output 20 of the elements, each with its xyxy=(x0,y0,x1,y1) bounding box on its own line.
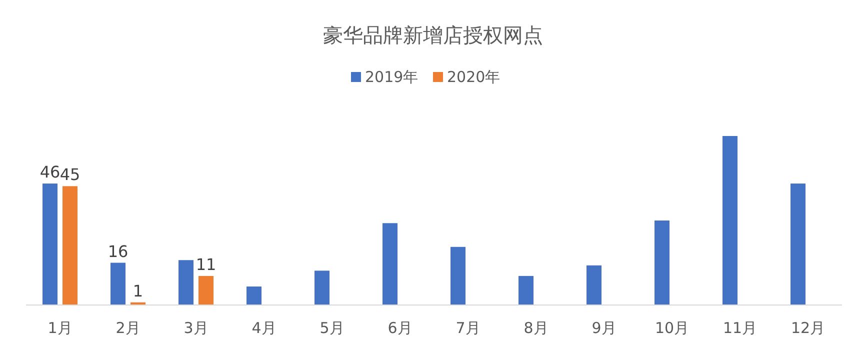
data-label: 11 xyxy=(196,254,216,274)
data-label: 45 xyxy=(60,165,80,184)
x-tick-label: 11月 xyxy=(722,319,758,337)
data-label: 16 xyxy=(108,242,128,261)
x-tick-label: 8月 xyxy=(524,319,548,337)
x-tick-label: 1月 xyxy=(48,319,72,337)
x-tick-label: 12月 xyxy=(790,319,826,337)
x-tick-label: 9月 xyxy=(592,319,616,337)
x-tick-label: 7月 xyxy=(456,319,480,337)
x-tick-label: 6月 xyxy=(388,319,412,337)
data-label: 1 xyxy=(132,281,144,300)
legend-label: 2020年 xyxy=(447,68,500,86)
x-tick-label: 5月 xyxy=(320,319,344,337)
x-tick-label: 2月 xyxy=(116,319,140,337)
title: 豪华品牌新增店授权网点 xyxy=(323,23,543,47)
data-label: 46 xyxy=(40,162,60,182)
x-tick-label: 4月 xyxy=(252,319,276,337)
x-tick-label: 3月 xyxy=(184,319,208,337)
legend-label: 2019年 xyxy=(365,68,418,86)
x-tick-label: 10月 xyxy=(654,319,690,337)
